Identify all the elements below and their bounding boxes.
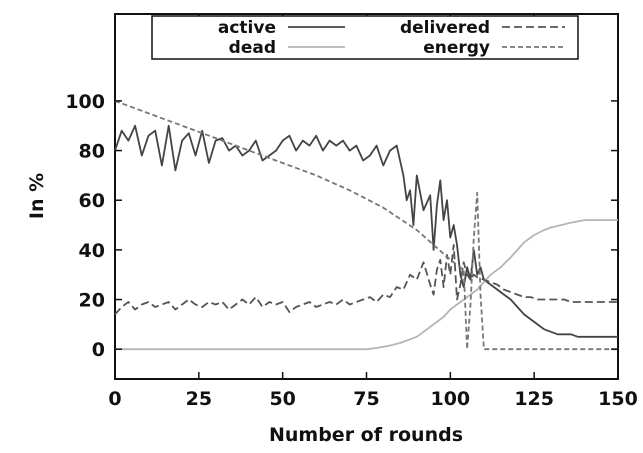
x-tick-label: 75: [353, 388, 379, 410]
x-tick-label: 25: [186, 388, 212, 410]
y-tick-label: 100: [65, 91, 105, 113]
legend-label-active: active: [218, 18, 276, 38]
y-tick-label: 20: [79, 290, 105, 312]
x-tick-label: 100: [430, 388, 470, 410]
legend-label-dead: dead: [229, 38, 276, 58]
x-tick-label: 50: [269, 388, 295, 410]
series-line-dead: [115, 219, 618, 351]
x-tick-label: 0: [108, 388, 121, 410]
y-tick-label: 40: [79, 240, 105, 262]
x-tick-label: 150: [598, 388, 638, 410]
y-tick-label: 80: [79, 141, 105, 163]
legend-label-energy: energy: [423, 38, 490, 58]
series-line-delivered: [114, 244, 618, 316]
series-line-energy: [114, 100, 618, 351]
x-tick-label: 125: [514, 388, 554, 410]
legend-box: [151, 15, 579, 60]
series-line-active: [114, 124, 618, 338]
legend-label-delivered: delivered: [400, 18, 490, 38]
y-tick-label: 60: [79, 190, 105, 212]
y-tick-label: 0: [92, 339, 105, 361]
y-axis-title: In %: [26, 173, 48, 219]
x-axis-title: Number of rounds: [269, 424, 463, 446]
plot-frame: [114, 13, 619, 380]
